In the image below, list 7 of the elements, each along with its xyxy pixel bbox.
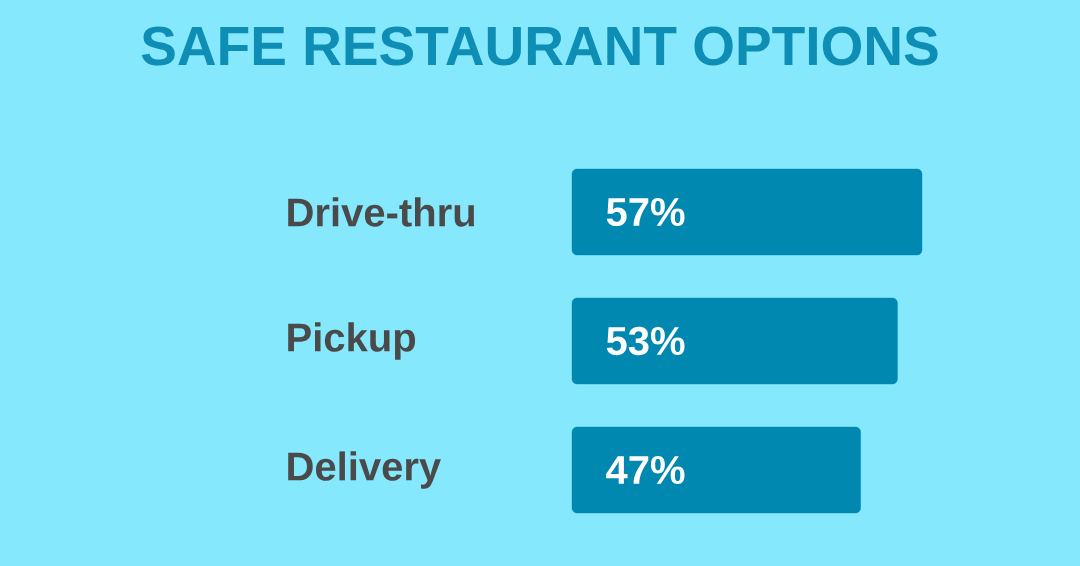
y-tick-label: Pickup (288, 322, 416, 360)
chart-title: SAFE RESTAURANT OPTIONS (141, 26, 938, 66)
data-label: 57% (606, 197, 685, 227)
data-label: 53% (606, 326, 685, 356)
y-tick-label: Delivery (288, 451, 441, 489)
y-tick-label: Drive-thru (288, 197, 475, 227)
data-label: 47% (606, 455, 685, 485)
